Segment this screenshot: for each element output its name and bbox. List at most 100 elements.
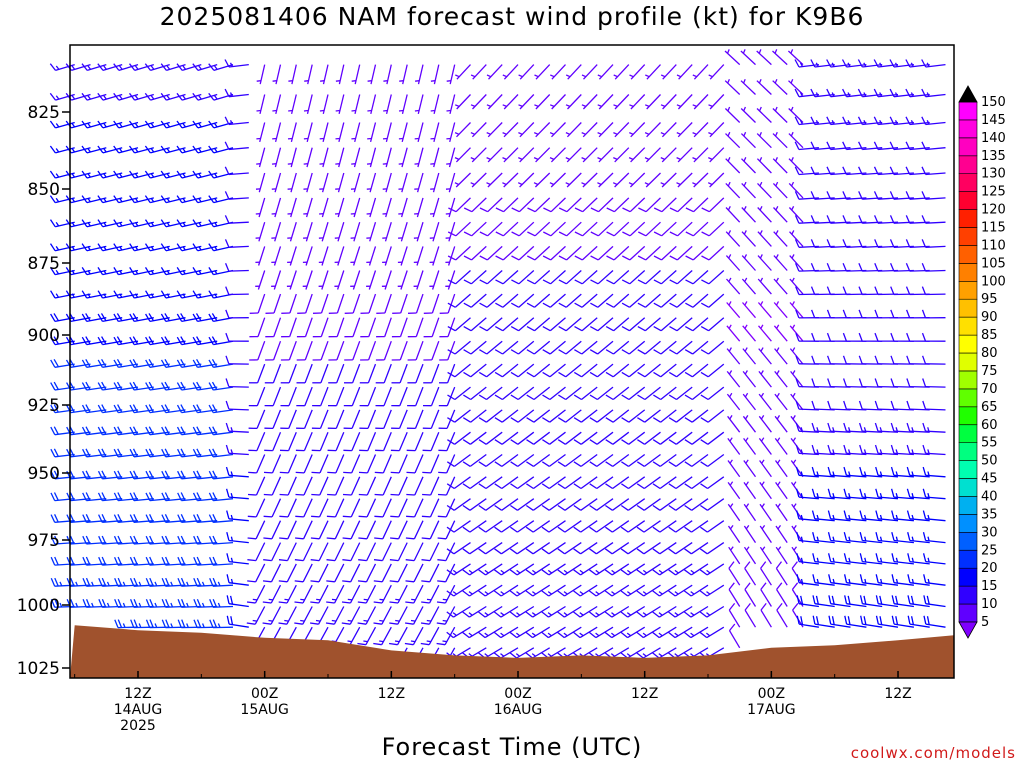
wind-barb xyxy=(621,317,646,332)
barb-feather xyxy=(810,309,816,319)
wind-barb xyxy=(446,626,471,639)
barb-feather xyxy=(494,461,503,467)
barb-half-feather xyxy=(502,182,507,186)
wind-barb xyxy=(636,584,661,597)
wind-barb xyxy=(49,219,75,228)
barb-half-feather xyxy=(214,269,218,275)
barb-staff xyxy=(398,409,408,429)
barb-half-feather xyxy=(642,569,648,574)
wind-barb xyxy=(423,340,440,361)
barb-feather xyxy=(542,349,551,355)
wind-barb xyxy=(113,470,139,480)
barb-half-feather xyxy=(383,109,388,112)
wind-barb xyxy=(557,409,582,423)
barb-staff xyxy=(454,340,471,355)
barb-feather xyxy=(49,120,56,129)
barb-feather xyxy=(50,470,56,480)
wind-barb xyxy=(827,488,851,500)
barb-feather xyxy=(177,470,182,480)
barb-staff xyxy=(470,386,487,401)
barb-feather xyxy=(478,483,487,490)
wind-barb xyxy=(605,363,630,378)
wind-barb xyxy=(423,363,440,384)
barb-feather xyxy=(573,504,582,511)
barb-staff xyxy=(613,221,630,237)
wind-barb xyxy=(842,191,867,200)
barb-staff xyxy=(470,431,487,445)
barb-feather xyxy=(652,526,661,533)
barb-feather xyxy=(447,231,457,237)
wind-barb xyxy=(606,221,630,237)
barb-half-feather xyxy=(87,246,91,251)
barb-half-feather xyxy=(518,74,523,78)
barb-half-feather xyxy=(71,197,76,203)
barb-staff xyxy=(645,270,661,285)
barb-staff xyxy=(228,269,249,272)
barb-feather xyxy=(510,371,519,378)
barb-feather xyxy=(357,622,367,625)
wind-barb xyxy=(758,347,772,365)
barb-half-feather xyxy=(138,623,142,628)
barb-feather xyxy=(574,326,583,332)
barb-feather xyxy=(117,619,123,628)
barb-feather xyxy=(113,336,119,345)
barb-staff xyxy=(165,363,186,368)
wind-barb xyxy=(668,453,693,467)
wind-barb xyxy=(891,595,914,608)
wind-barb xyxy=(922,488,946,500)
wind-barb xyxy=(334,270,345,290)
wind-barb xyxy=(742,301,756,319)
wind-barb xyxy=(875,466,899,478)
barb-staff xyxy=(382,520,392,540)
barb-half-feather xyxy=(87,65,92,70)
barb-feather xyxy=(224,262,230,272)
barb-feather xyxy=(132,381,139,390)
barb-feather xyxy=(101,358,107,368)
barb-feather xyxy=(177,535,182,545)
barb-staff xyxy=(255,542,266,561)
barb-half-feather xyxy=(690,569,695,574)
wind-barb xyxy=(81,267,107,276)
barb-staff xyxy=(335,476,345,496)
wind-barb xyxy=(526,386,551,401)
barb-half-feather xyxy=(777,546,782,551)
barb-staff xyxy=(352,340,361,361)
credit-link[interactable]: coolwx.com/models xyxy=(850,744,1016,762)
barb-half-feather xyxy=(863,120,867,125)
wind-barb xyxy=(129,358,154,368)
barb-staff xyxy=(336,317,345,337)
barb-feather xyxy=(421,601,430,604)
wind-barb xyxy=(398,122,408,143)
barb-feather xyxy=(905,141,911,150)
barb-half-feather xyxy=(214,173,218,178)
wind-barb xyxy=(597,147,614,163)
barb-feather xyxy=(478,590,486,597)
barb-half-feather xyxy=(613,74,618,78)
wind-barb xyxy=(743,437,757,455)
x-tick-label: 17AUG xyxy=(747,702,796,718)
wind-barb xyxy=(97,404,123,414)
barb-staff xyxy=(517,386,535,401)
wind-barb xyxy=(462,542,487,555)
barb-feather xyxy=(699,548,708,555)
barb-feather xyxy=(129,535,135,545)
barb-half-feather xyxy=(728,370,733,375)
barb-staff xyxy=(706,626,725,639)
wind-barb xyxy=(597,94,614,110)
wind-barb xyxy=(49,243,75,252)
barb-feather xyxy=(543,207,552,213)
barb-half-feather xyxy=(256,80,262,82)
barb-staff xyxy=(303,431,313,451)
wind-barb xyxy=(773,206,788,223)
barb-feather xyxy=(668,461,677,467)
wind-barb xyxy=(263,498,282,518)
barb-feather xyxy=(842,191,847,200)
barb-staff xyxy=(830,147,851,151)
barb-feather xyxy=(841,59,848,68)
barb-feather xyxy=(589,569,597,576)
barb-staff xyxy=(413,520,424,540)
barb-feather xyxy=(160,120,167,129)
wind-barb xyxy=(525,584,551,597)
barb-feather xyxy=(895,616,899,625)
wind-barb xyxy=(49,170,75,179)
